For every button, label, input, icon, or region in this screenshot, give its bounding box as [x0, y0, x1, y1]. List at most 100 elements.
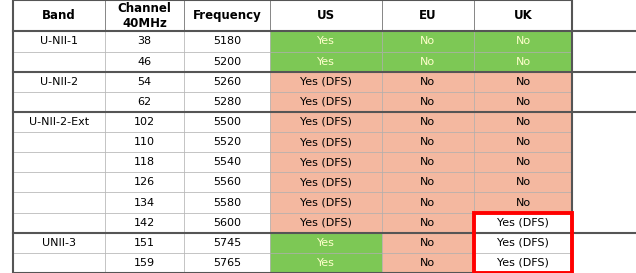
- Text: 126: 126: [134, 177, 155, 187]
- FancyBboxPatch shape: [105, 72, 184, 92]
- FancyBboxPatch shape: [13, 72, 105, 92]
- Text: No: No: [516, 37, 530, 46]
- Text: Yes (DFS): Yes (DFS): [300, 97, 352, 107]
- FancyBboxPatch shape: [474, 31, 572, 52]
- FancyBboxPatch shape: [474, 52, 572, 72]
- FancyBboxPatch shape: [13, 233, 105, 253]
- FancyBboxPatch shape: [105, 172, 184, 192]
- FancyBboxPatch shape: [270, 132, 382, 152]
- FancyBboxPatch shape: [474, 213, 572, 233]
- FancyBboxPatch shape: [382, 0, 474, 31]
- Text: No: No: [516, 198, 530, 207]
- FancyBboxPatch shape: [13, 52, 105, 72]
- Text: U-NII-1: U-NII-1: [40, 37, 78, 46]
- FancyBboxPatch shape: [105, 152, 184, 172]
- FancyBboxPatch shape: [13, 31, 105, 52]
- Text: US: US: [317, 9, 335, 22]
- FancyBboxPatch shape: [105, 132, 184, 152]
- FancyBboxPatch shape: [382, 112, 474, 132]
- FancyBboxPatch shape: [184, 152, 270, 172]
- FancyBboxPatch shape: [184, 92, 270, 112]
- Text: Band: Band: [42, 9, 76, 22]
- FancyBboxPatch shape: [474, 152, 572, 172]
- Text: No: No: [516, 77, 530, 87]
- FancyBboxPatch shape: [184, 52, 270, 72]
- FancyBboxPatch shape: [270, 52, 382, 72]
- FancyBboxPatch shape: [382, 172, 474, 192]
- Text: 5200: 5200: [213, 57, 242, 67]
- Text: No: No: [420, 177, 435, 187]
- FancyBboxPatch shape: [270, 92, 382, 112]
- FancyBboxPatch shape: [13, 132, 105, 152]
- Text: No: No: [420, 97, 435, 107]
- FancyBboxPatch shape: [474, 233, 572, 253]
- Text: Yes (DFS): Yes (DFS): [300, 177, 352, 187]
- Text: Yes: Yes: [317, 258, 335, 268]
- Text: 110: 110: [134, 137, 155, 147]
- FancyBboxPatch shape: [474, 253, 572, 273]
- FancyBboxPatch shape: [105, 253, 184, 273]
- FancyBboxPatch shape: [184, 213, 270, 233]
- Text: No: No: [420, 218, 435, 228]
- Text: Yes: Yes: [317, 238, 335, 248]
- FancyBboxPatch shape: [382, 213, 474, 233]
- Text: 5180: 5180: [213, 37, 242, 46]
- FancyBboxPatch shape: [184, 192, 270, 213]
- FancyBboxPatch shape: [382, 152, 474, 172]
- FancyBboxPatch shape: [184, 233, 270, 253]
- Text: 5765: 5765: [213, 258, 242, 268]
- Text: Yes (DFS): Yes (DFS): [497, 218, 549, 228]
- Text: 142: 142: [134, 218, 155, 228]
- Text: No: No: [516, 157, 530, 167]
- FancyBboxPatch shape: [270, 112, 382, 132]
- FancyBboxPatch shape: [270, 0, 382, 31]
- FancyBboxPatch shape: [382, 31, 474, 52]
- FancyBboxPatch shape: [13, 92, 105, 112]
- Text: 38: 38: [137, 37, 152, 46]
- Text: Yes (DFS): Yes (DFS): [300, 137, 352, 147]
- FancyBboxPatch shape: [184, 172, 270, 192]
- Text: Yes (DFS): Yes (DFS): [300, 198, 352, 207]
- Text: UK: UK: [514, 9, 532, 22]
- FancyBboxPatch shape: [270, 72, 382, 92]
- Text: Yes (DFS): Yes (DFS): [497, 258, 549, 268]
- Text: 5560: 5560: [213, 177, 242, 187]
- Text: 159: 159: [134, 258, 155, 268]
- Text: 62: 62: [137, 97, 152, 107]
- FancyBboxPatch shape: [105, 31, 184, 52]
- FancyBboxPatch shape: [270, 233, 382, 253]
- Text: 5745: 5745: [213, 238, 242, 248]
- Text: 5580: 5580: [213, 198, 242, 207]
- Text: No: No: [420, 57, 435, 67]
- Text: U-NII-2: U-NII-2: [40, 77, 78, 87]
- FancyBboxPatch shape: [13, 253, 105, 273]
- Text: No: No: [420, 157, 435, 167]
- FancyBboxPatch shape: [13, 112, 105, 132]
- FancyBboxPatch shape: [184, 72, 270, 92]
- Text: 102: 102: [134, 117, 155, 127]
- FancyBboxPatch shape: [474, 172, 572, 192]
- FancyBboxPatch shape: [382, 233, 474, 253]
- Text: 54: 54: [137, 77, 152, 87]
- FancyBboxPatch shape: [382, 92, 474, 112]
- FancyBboxPatch shape: [382, 72, 474, 92]
- Text: Yes (DFS): Yes (DFS): [300, 218, 352, 228]
- Text: 118: 118: [134, 157, 155, 167]
- Text: Yes (DFS): Yes (DFS): [300, 157, 352, 167]
- FancyBboxPatch shape: [13, 192, 105, 213]
- FancyBboxPatch shape: [382, 52, 474, 72]
- Text: Yes: Yes: [317, 57, 335, 67]
- FancyBboxPatch shape: [270, 31, 382, 52]
- FancyBboxPatch shape: [13, 0, 105, 31]
- Text: Frequency: Frequency: [193, 9, 262, 22]
- FancyBboxPatch shape: [184, 112, 270, 132]
- FancyBboxPatch shape: [474, 112, 572, 132]
- Text: Yes: Yes: [317, 37, 335, 46]
- FancyBboxPatch shape: [382, 132, 474, 152]
- FancyBboxPatch shape: [270, 152, 382, 172]
- FancyBboxPatch shape: [474, 192, 572, 213]
- Text: Yes (DFS): Yes (DFS): [497, 238, 549, 248]
- FancyBboxPatch shape: [105, 92, 184, 112]
- FancyBboxPatch shape: [105, 192, 184, 213]
- FancyBboxPatch shape: [270, 172, 382, 192]
